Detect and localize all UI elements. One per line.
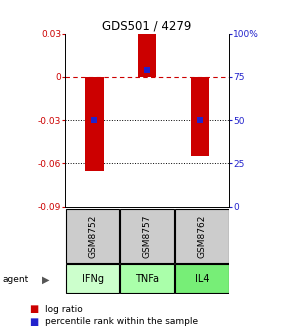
Text: percentile rank within the sample: percentile rank within the sample xyxy=(45,318,198,326)
Text: ▶: ▶ xyxy=(42,275,50,285)
Text: log ratio: log ratio xyxy=(45,305,83,313)
Bar xyxy=(175,264,229,293)
Text: GSM8757: GSM8757 xyxy=(143,214,152,258)
Text: GSM8752: GSM8752 xyxy=(88,214,97,258)
Bar xyxy=(191,77,209,156)
Text: ■: ■ xyxy=(29,304,38,314)
Text: TNFa: TNFa xyxy=(135,274,159,284)
Bar xyxy=(120,264,174,293)
Text: agent: agent xyxy=(3,275,29,284)
Bar xyxy=(175,209,229,263)
Bar xyxy=(66,209,119,263)
Text: GSM8762: GSM8762 xyxy=(197,214,206,258)
Bar xyxy=(66,264,119,293)
Text: ■: ■ xyxy=(29,317,38,327)
Text: IFNg: IFNg xyxy=(81,274,104,284)
Text: IL4: IL4 xyxy=(195,274,209,284)
Bar xyxy=(138,34,156,77)
Bar xyxy=(120,209,174,263)
Bar xyxy=(85,77,104,171)
Title: GDS501 / 4279: GDS501 / 4279 xyxy=(102,19,192,33)
